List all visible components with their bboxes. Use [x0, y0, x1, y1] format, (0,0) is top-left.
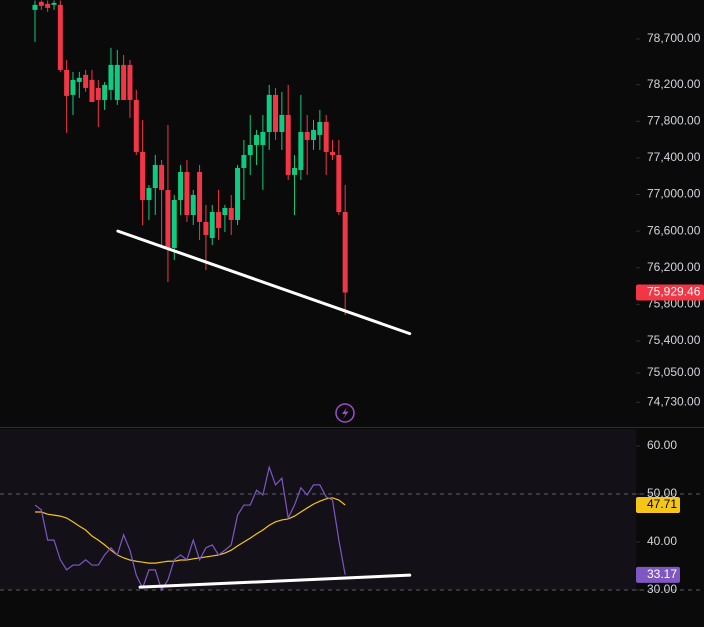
candle-body	[222, 207, 228, 216]
y-tick-label: 75,050.00	[647, 365, 701, 379]
y-tick-label: 78,200.00	[647, 77, 701, 91]
candle-body	[140, 151, 146, 200]
candle-body	[260, 131, 266, 145]
candle-body	[317, 121, 323, 135]
y-tick-label: 30.00	[647, 582, 677, 596]
candle-body	[165, 189, 171, 248]
candle-body	[83, 74, 89, 88]
candle-body	[197, 171, 203, 222]
candle-body	[266, 94, 272, 132]
candle-body	[38, 1, 44, 6]
candle-body	[133, 99, 139, 152]
value-label: 33.17	[647, 567, 677, 581]
candle-body	[127, 64, 133, 100]
y-tick-label: 75,400.00	[647, 333, 701, 347]
candle-body	[146, 188, 152, 200]
y-tick-label: 77,400.00	[647, 150, 701, 164]
candle-body	[228, 207, 234, 220]
candle-body	[184, 171, 190, 216]
candle-body	[95, 87, 101, 100]
candle-body	[108, 64, 114, 90]
indicator-line	[35, 497, 346, 564]
y-tick-label: 60.00	[647, 438, 677, 452]
candle-body	[323, 121, 329, 152]
y-tick-label: 50.00	[647, 486, 677, 500]
candle-body	[330, 151, 336, 155]
candle-body	[171, 199, 177, 248]
y-tick-label: 76,600.00	[647, 223, 701, 237]
event-icon[interactable]	[335, 403, 355, 423]
candle-body	[247, 144, 253, 155]
indicator-line	[34, 464, 346, 592]
candle-body	[273, 94, 279, 132]
candle-body	[51, 2, 57, 5]
event-bolt	[342, 407, 349, 419]
candle-body	[279, 114, 285, 132]
candle-body	[235, 167, 241, 220]
candle-body	[152, 164, 158, 189]
candle-body	[241, 154, 247, 168]
candle-body	[114, 64, 120, 100]
candle-body	[342, 211, 348, 293]
candle-body	[159, 164, 165, 190]
last-price-label: 75,929.46	[647, 285, 701, 299]
y-tick-label: 77,800.00	[647, 113, 701, 127]
value-label: 47.71	[647, 497, 677, 511]
y-tick-label: 77,000.00	[647, 187, 701, 201]
candle-body	[70, 79, 76, 95]
candle-body	[178, 171, 184, 200]
candle-body	[32, 4, 38, 10]
trendline	[138, 573, 412, 589]
value-label-box	[636, 566, 680, 583]
candle-body	[64, 69, 70, 96]
candle-body	[203, 221, 209, 235]
candle-body	[304, 131, 310, 140]
candle-body	[190, 194, 196, 216]
candle-body	[89, 79, 95, 102]
trendline	[116, 229, 412, 336]
event-circle	[335, 403, 355, 423]
y-tick-label: 74,730.00	[647, 394, 701, 408]
candle-body	[311, 129, 317, 140]
candle-body	[216, 211, 222, 229]
candle-body	[76, 77, 82, 82]
y-tick-label: 76,200.00	[647, 260, 701, 274]
value-label-box	[636, 497, 680, 514]
candle-body	[45, 3, 51, 8]
last-price-box	[636, 284, 704, 301]
candle-body	[57, 4, 63, 70]
candle-body	[102, 84, 108, 100]
y-tick-label: 78,700.00	[647, 31, 701, 45]
candle-body	[298, 131, 304, 170]
y-tick-label: 40.00	[647, 534, 677, 548]
candle-body	[292, 167, 298, 175]
candle-body	[121, 64, 127, 100]
rsi-band	[0, 429, 636, 591]
candle-body	[336, 154, 342, 212]
candle-body	[285, 114, 291, 175]
candle-body	[209, 211, 215, 238]
candle-body	[254, 134, 260, 145]
